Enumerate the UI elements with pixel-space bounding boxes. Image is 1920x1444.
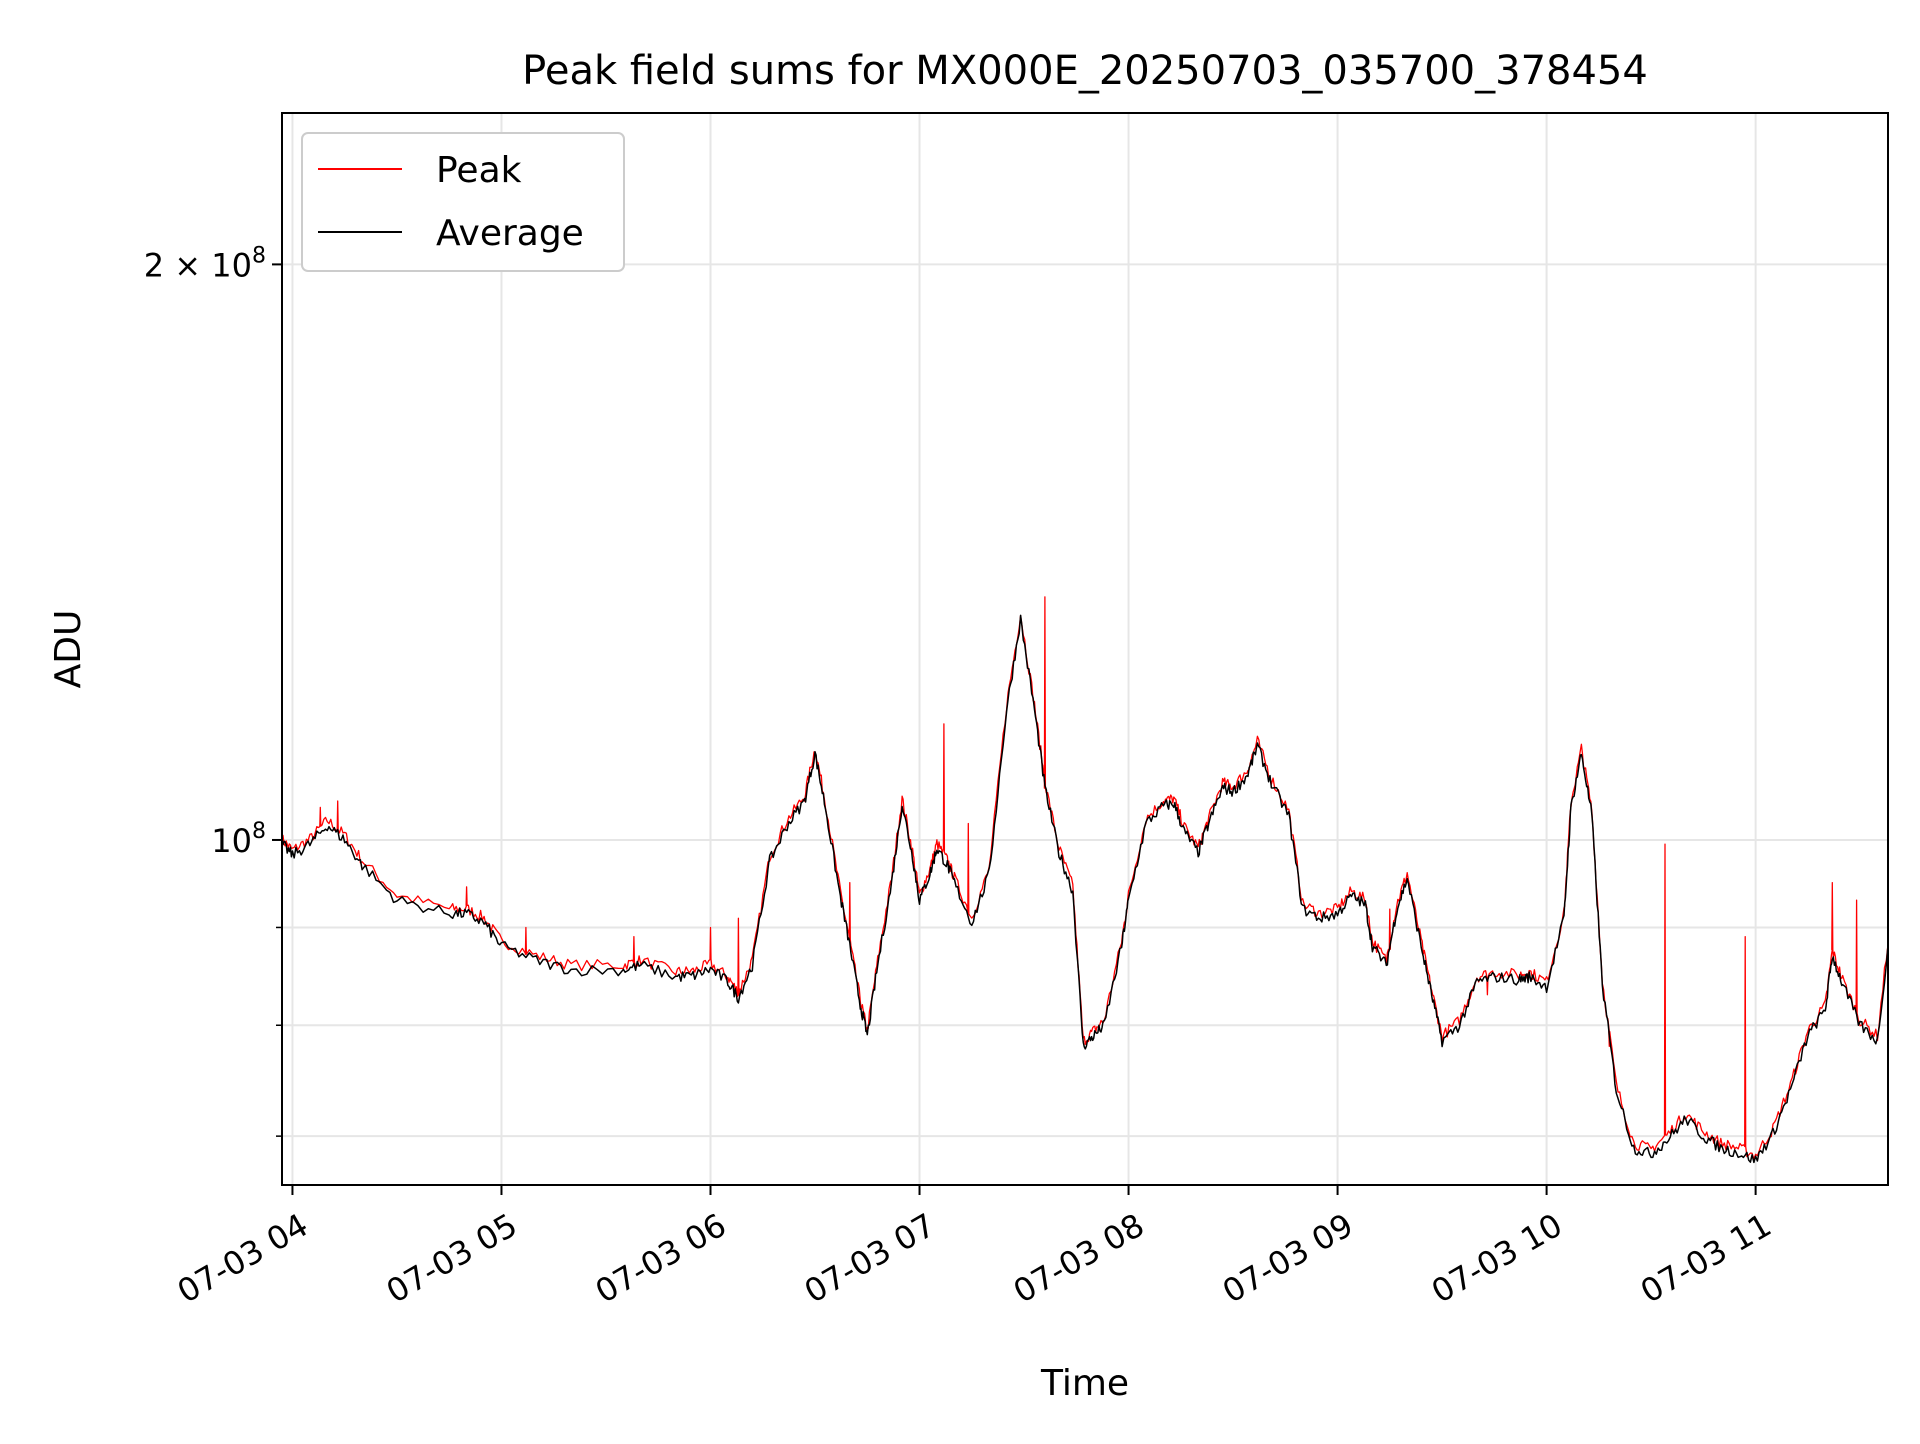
grid (282, 113, 1888, 1185)
x-axis-label: Time (1040, 1363, 1129, 1404)
series-group (282, 596, 1888, 1164)
legend-label-average: Average (436, 213, 584, 254)
y-tick-label: 108 (211, 819, 266, 860)
axes-frame (281, 112, 1889, 1186)
y-tick-label: 2 × 108 (144, 243, 266, 284)
series-line-peak (282, 596, 1888, 1160)
chart-title: Peak field sums for MX000E_20250703_0357… (522, 48, 1648, 94)
series-line-average (282, 614, 1888, 1164)
legend-box (301, 132, 625, 272)
y-axis-label: ADU (48, 610, 89, 689)
legend: Peak Average (301, 132, 625, 272)
legend-label-peak: Peak (436, 150, 522, 191)
